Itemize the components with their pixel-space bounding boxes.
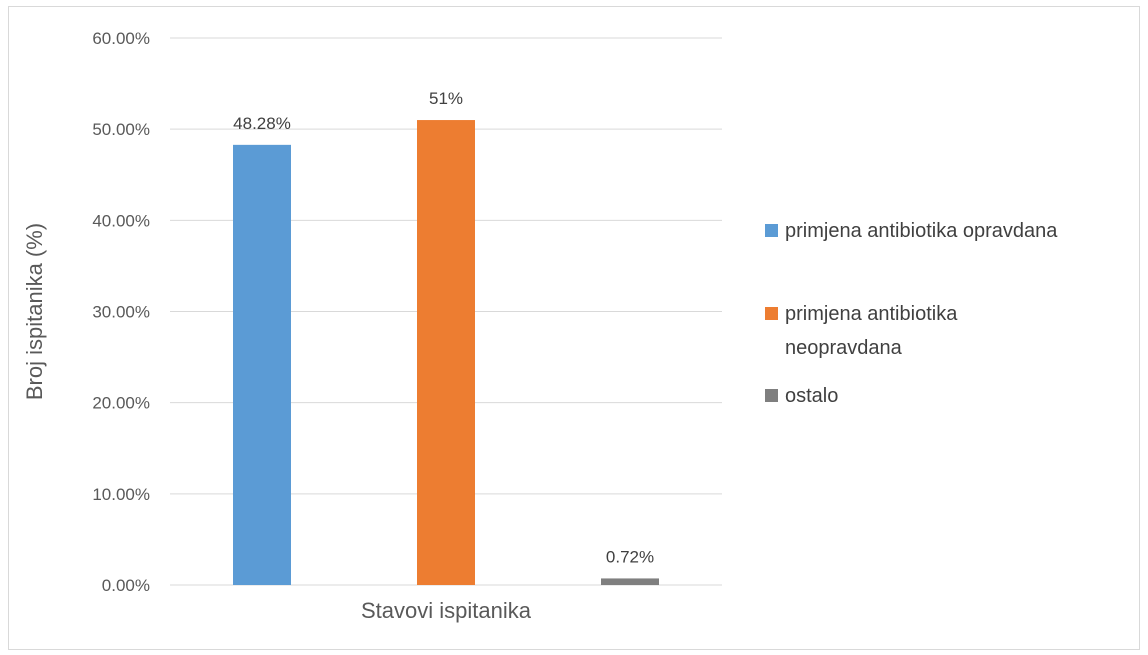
y-tick-label: 50.00%	[92, 120, 150, 139]
bar-1	[233, 144, 291, 585]
y-tick-label: 40.00%	[92, 211, 150, 230]
legend-swatch-2	[765, 307, 778, 320]
bar-3	[601, 578, 659, 585]
data-label: 51%	[429, 89, 463, 108]
legend-swatch-1	[765, 224, 778, 237]
y-axis-ticks: 0.00% 10.00% 20.00% 30.00% 40.00% 50.00% 60.00…	[92, 29, 150, 595]
legend-label: primjena antibiotika	[785, 303, 958, 325]
y-tick-label: 30.00%	[92, 303, 150, 322]
x-axis-title: Stavovi ispitanika	[361, 598, 532, 623]
y-tick-label: 10.00%	[92, 485, 150, 504]
legend-swatch-3	[765, 389, 778, 402]
y-tick-label: 0.00%	[102, 576, 150, 595]
legend-label: neopravdana	[785, 337, 903, 359]
legend: primjena antibiotika opravdana primjena a…	[765, 220, 1058, 407]
data-label: 0.72%	[606, 547, 654, 566]
chart-frame	[8, 6, 1140, 650]
y-axis-title: Broj ispitanika (%)	[22, 223, 47, 400]
y-tick-label: 20.00%	[92, 394, 150, 413]
legend-label: ostalo	[785, 385, 838, 407]
y-tick-label: 60.00%	[92, 29, 150, 48]
bar-2	[417, 120, 475, 586]
data-label: 48.28%	[233, 114, 291, 133]
data-labels: 48.28% 51% 0.72%	[233, 89, 654, 566]
bars	[233, 120, 659, 586]
legend-label: primjena antibiotika opravdana	[785, 220, 1058, 242]
